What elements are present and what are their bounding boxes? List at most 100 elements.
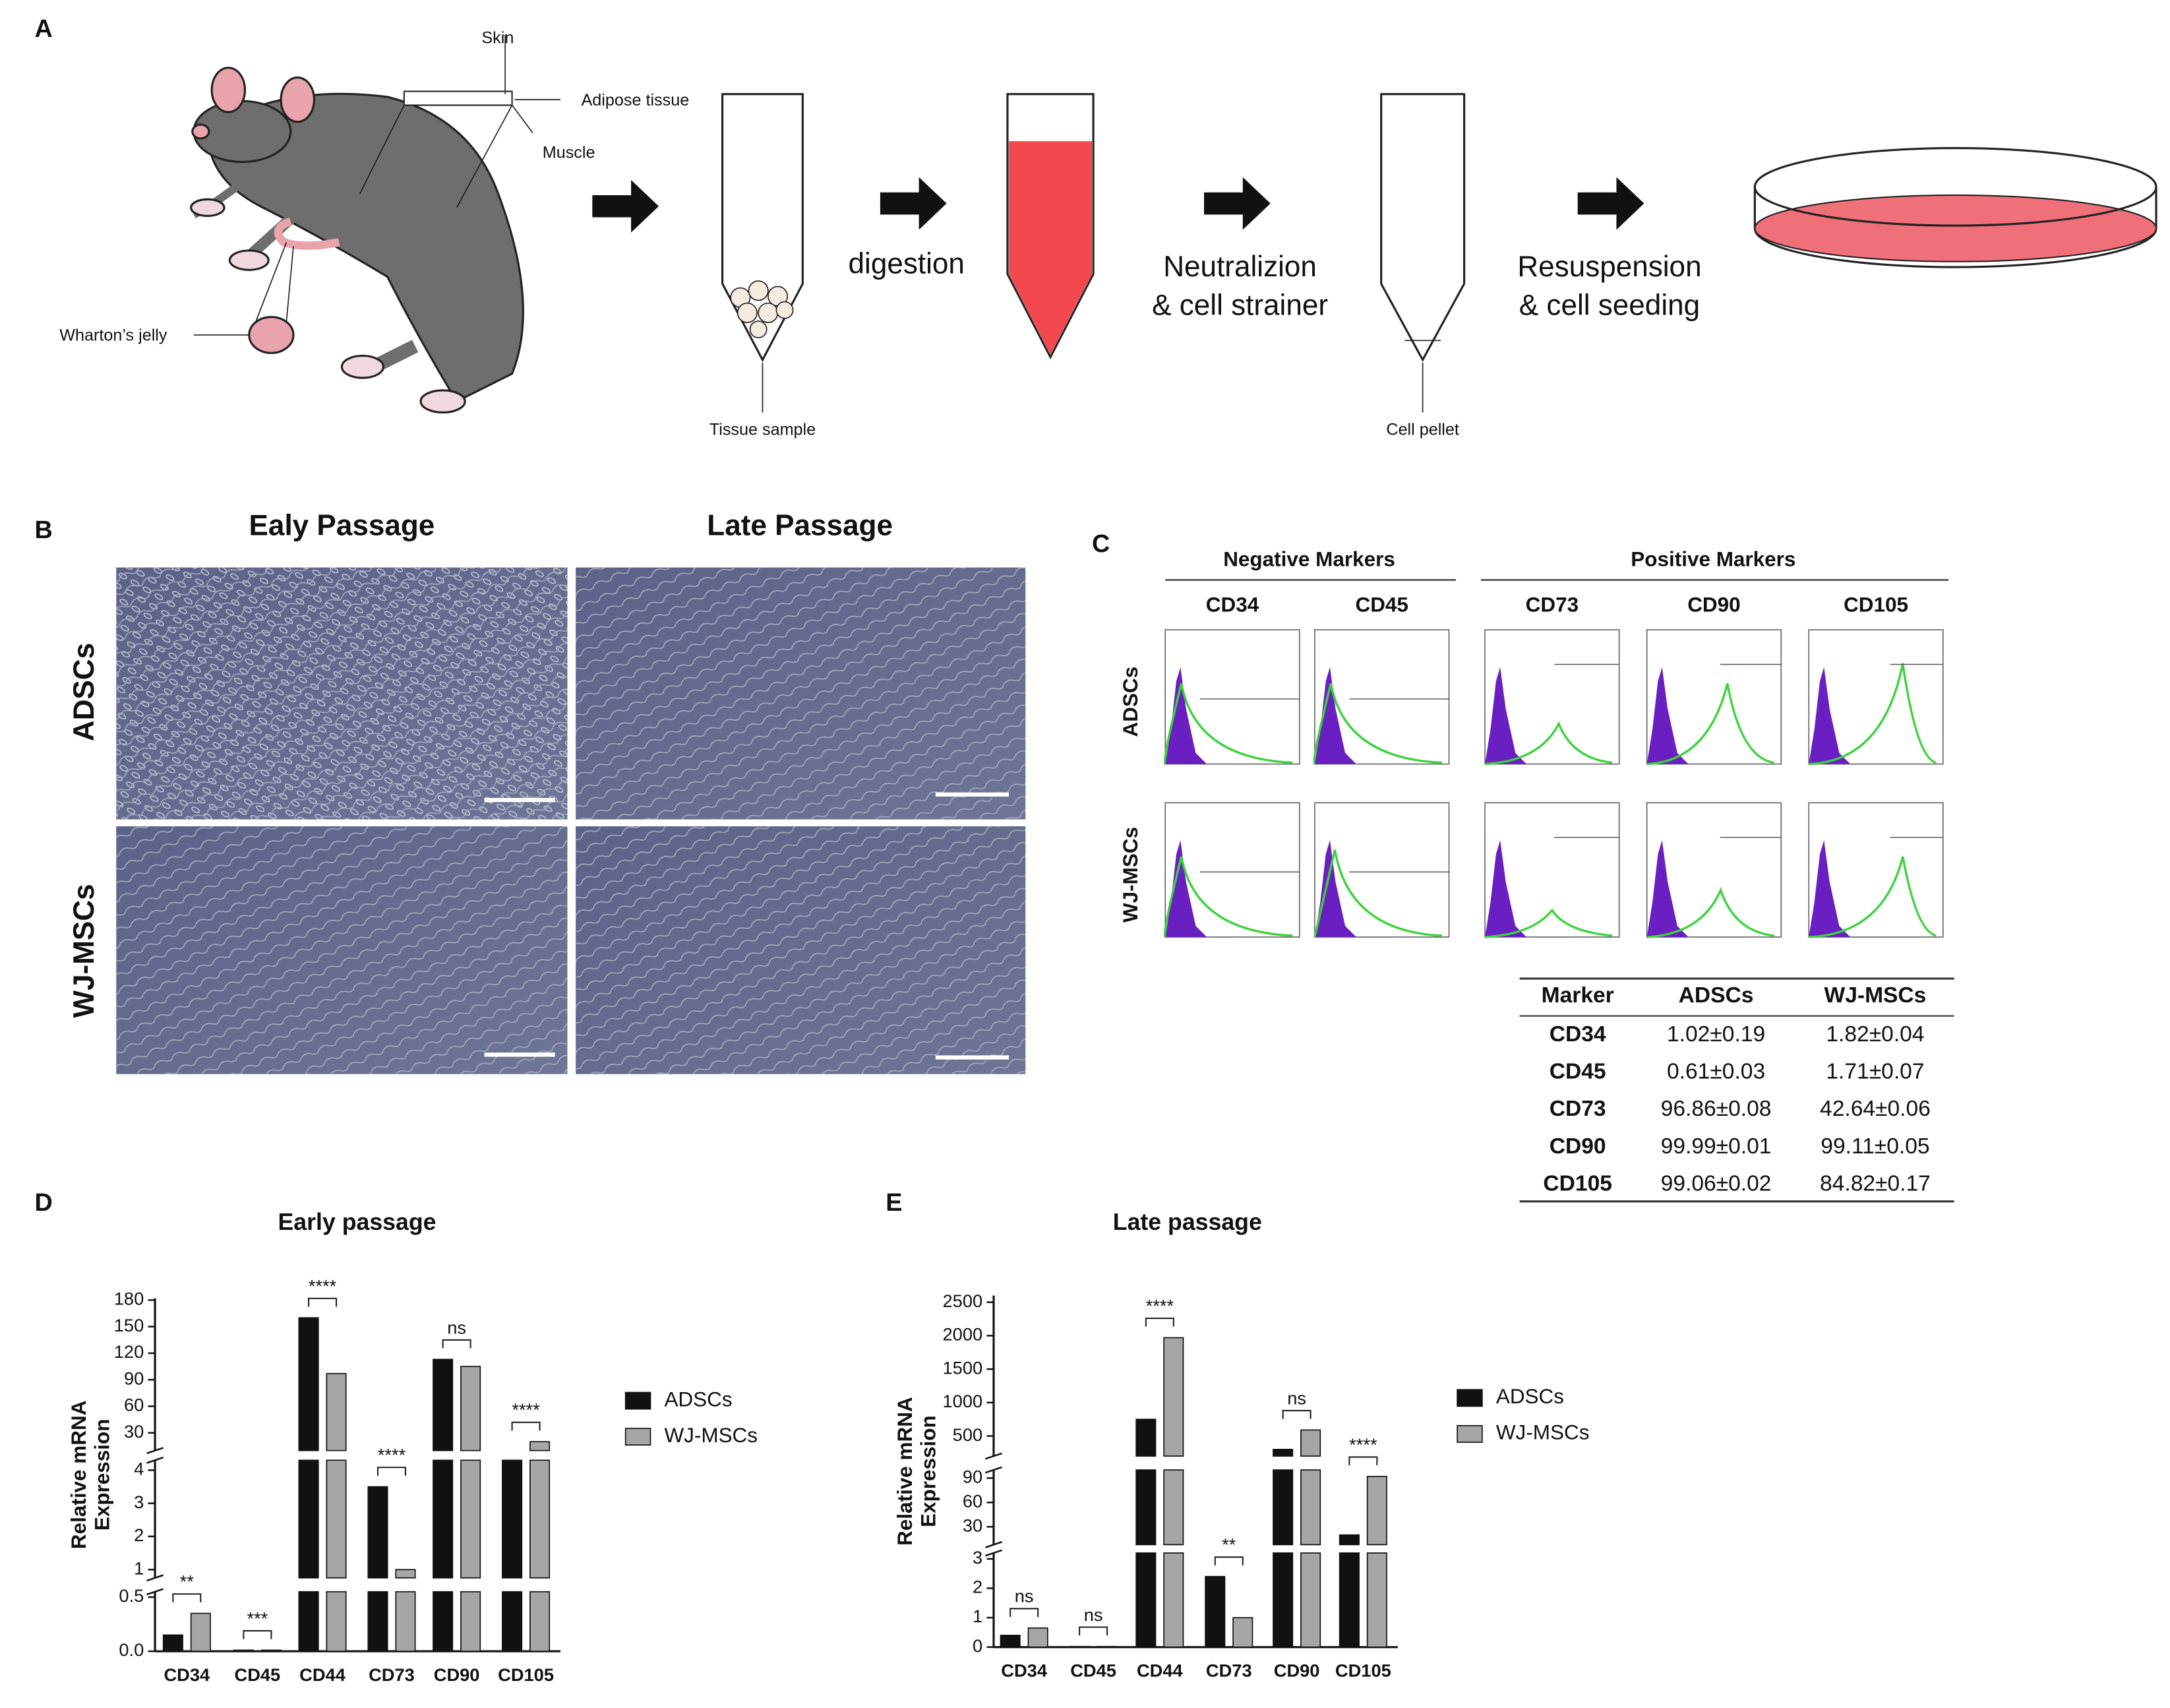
table-header: Marker (1542, 983, 1614, 1008)
isotype-peak (1485, 840, 1527, 937)
y-axis-label: Expression (917, 1415, 940, 1527)
row-header: ADSCs (1119, 667, 1142, 737)
y-tick-label: 2 (134, 1525, 144, 1545)
y-tick-label: 120 (114, 1341, 144, 1362)
table-cell: CD90 (1550, 1134, 1606, 1159)
bar (1300, 1552, 1321, 1648)
legend-label: WJ-MSCs (1496, 1421, 1590, 1444)
row-header: WJ-MSCs (68, 884, 100, 1018)
significance-label: **** (378, 1445, 406, 1465)
bar (433, 1459, 454, 1579)
bar (1163, 1469, 1184, 1546)
legend-swatch (624, 1391, 651, 1410)
marker-header: CD90 (1687, 594, 1740, 617)
bar (1135, 1469, 1157, 1546)
diagram-label: Skin (481, 28, 514, 47)
marker-curve (1646, 887, 1774, 938)
x-tick-label: CD45 (1070, 1661, 1116, 1681)
y-tick-label: 30 (124, 1421, 144, 1442)
panel-label: C (1092, 530, 1110, 558)
column-header: Ealy Passage (249, 509, 435, 541)
bar (298, 1317, 319, 1451)
table-cell: 84.82±0.17 (1820, 1172, 1931, 1196)
step-label: & cell strainer (1152, 290, 1328, 322)
bar (529, 1591, 551, 1652)
bar (1027, 1627, 1048, 1648)
marker-curve (1163, 683, 1293, 765)
legend-label: ADSCs (1496, 1385, 1564, 1408)
table-cell: 1.71±0.07 (1826, 1059, 1924, 1083)
step-label: digestion (849, 248, 965, 280)
marker-curve (1646, 683, 1774, 766)
step-label: Neutralizion (1163, 251, 1317, 283)
bar (1135, 1418, 1157, 1457)
step-label: Resuspension (1517, 251, 1701, 283)
significance-bracket (1282, 1410, 1311, 1419)
significance-label: ns (1084, 1604, 1103, 1625)
y-tick-label: 3 (973, 1547, 982, 1568)
axis-break (984, 1540, 1002, 1548)
bar (1366, 1552, 1387, 1648)
y-tick-label: 500 (953, 1424, 983, 1445)
significance-bracket (243, 1630, 272, 1639)
bar (1300, 1429, 1321, 1457)
y-tick-label: 60 (124, 1395, 144, 1415)
chart-title: Early passage (278, 1209, 437, 1235)
y-tick-label: 1 (973, 1606, 982, 1626)
marker-header: CD105 (1844, 594, 1908, 617)
legend-label: WJ-MSCs (664, 1424, 758, 1447)
x-tick-label: CD90 (434, 1664, 480, 1685)
significance-label: **** (1349, 1434, 1377, 1455)
isotype-peak (1646, 840, 1689, 937)
axis-break (984, 1452, 1002, 1460)
isotype-peak (1314, 840, 1356, 937)
diagram-label: Wharton’s jelly (59, 326, 167, 345)
isotype-peak (1809, 840, 1851, 937)
bar (1163, 1552, 1184, 1648)
axis-break (146, 1447, 164, 1454)
bar (433, 1591, 454, 1652)
axis-break (984, 1466, 1002, 1474)
chart-title: Late passage (1113, 1209, 1262, 1235)
table-cell: CD45 (1550, 1059, 1606, 1083)
flow-histograms: CD34 CD45 CD73 CD90 CD105 ADSCs WJ-MSCs (1119, 594, 1944, 938)
row-header: WJ-MSCs (1119, 827, 1142, 923)
x-tick-label: CD34 (1001, 1661, 1048, 1681)
diagram-label: Cell pellet (1386, 420, 1459, 439)
bar (1339, 1552, 1360, 1648)
bar (298, 1591, 319, 1652)
bar (162, 1634, 183, 1652)
isotype-peak (1485, 667, 1527, 764)
panel-label: B (34, 516, 52, 544)
bar (326, 1372, 347, 1451)
panel-label: D (34, 1189, 52, 1217)
marker-curve (1313, 849, 1443, 938)
significance-label: ** (180, 1571, 195, 1592)
y-tick-label: 30 (963, 1515, 982, 1535)
table-cell: 99.99±0.01 (1661, 1134, 1772, 1159)
significance-bracket (1348, 1456, 1378, 1466)
bar (460, 1591, 481, 1652)
y-tick-label: 1 (134, 1558, 144, 1578)
table-cell: 99.11±0.05 (1821, 1134, 1929, 1159)
bar (1339, 1534, 1360, 1546)
significance-label: **** (512, 1399, 540, 1420)
bar (433, 1358, 454, 1451)
x-tick-label: CD105 (1335, 1661, 1391, 1681)
y-tick-label: 1500 (943, 1357, 983, 1378)
diagram-label: Adipose tissue (582, 91, 690, 109)
legend-swatch (1457, 1424, 1483, 1443)
significance-label: ** (1222, 1535, 1236, 1555)
bar (260, 1649, 282, 1652)
diagram-label: Tissue sample (709, 420, 816, 439)
bar (1205, 1575, 1226, 1648)
legend-swatch (624, 1428, 651, 1446)
group-header: Negative Markers (1223, 547, 1395, 570)
isotype-peak (1165, 667, 1207, 764)
table-cell: CD34 (1550, 1022, 1606, 1047)
isotype-peak (1809, 667, 1851, 764)
y-tick-label: 90 (963, 1467, 982, 1487)
x-tick-label: CD90 (1274, 1661, 1320, 1681)
x-tick-label: CD105 (498, 1664, 554, 1685)
